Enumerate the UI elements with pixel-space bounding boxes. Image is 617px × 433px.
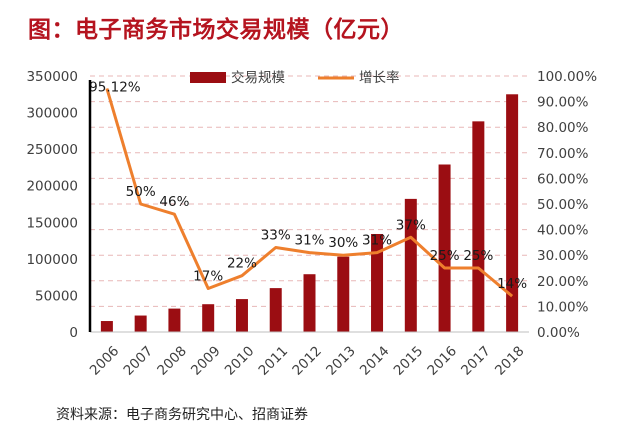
y-right-tick-label: 50.00% xyxy=(537,197,589,213)
x-tick-label: 2007 xyxy=(121,343,157,379)
bar-2008 xyxy=(168,308,181,332)
x-tick-label: 2011 xyxy=(256,343,292,379)
legend-swatch-bar xyxy=(190,72,226,83)
data-label-2009: 17% xyxy=(193,268,223,284)
bar-series xyxy=(100,94,519,333)
y-right-tick-label: 20.00% xyxy=(537,274,589,290)
x-tick-label: 2016 xyxy=(424,343,460,379)
x-tick-label: 2010 xyxy=(222,343,258,379)
bar-2007 xyxy=(134,315,147,332)
data-label-2007: 50% xyxy=(126,184,156,200)
legend-label-bar: 交易规模 xyxy=(231,69,285,86)
x-tick-label: 2017 xyxy=(458,343,494,379)
data-label-2012: 31% xyxy=(294,233,324,249)
data-label-2010: 22% xyxy=(227,256,257,272)
legend-label-line: 增长率 xyxy=(359,69,400,86)
y-left-tick-label: 0 xyxy=(69,325,78,341)
x-tick-label: 2009 xyxy=(188,343,224,379)
bar-2009 xyxy=(202,304,215,332)
data-label-2016: 25% xyxy=(430,248,460,264)
x-tick-label: 2013 xyxy=(323,343,359,379)
y-left-tick-label: 100000 xyxy=(26,252,78,268)
y-right-tick-label: 90.00% xyxy=(537,95,589,111)
data-label-2018: 14% xyxy=(497,276,527,292)
data-label-2006: 95.12% xyxy=(89,79,141,95)
data-label-2014: 31% xyxy=(362,233,392,249)
page-title: 图：电子商务市场交易规模（亿元） xyxy=(28,17,404,43)
line-series: 95.12%50%46%17%22%33% 31% 30% 31%37%25% 25%1… xyxy=(89,79,527,298)
y-right-tick-label: 100.00% xyxy=(537,69,597,85)
y-right-tick-label: 10.00% xyxy=(537,299,589,315)
data-label-2015: 37% xyxy=(396,217,426,233)
y-right-tick-label: 70.00% xyxy=(537,146,589,162)
y-left-tick-label: 50000 xyxy=(35,288,78,304)
data-label-2011: 33% xyxy=(261,228,291,244)
bar-2017 xyxy=(472,121,485,332)
bar-2006 xyxy=(100,321,113,332)
y-left-tick-label: 300000 xyxy=(26,106,78,122)
source-note: 资料来源：电子商务研究中心、招商证券 xyxy=(56,407,308,423)
x-tick-label: 2008 xyxy=(154,343,190,379)
bar-2010 xyxy=(235,299,248,332)
grid-lines xyxy=(90,75,529,307)
growth-line xyxy=(105,88,514,298)
data-label-2017: 25% xyxy=(463,248,493,264)
legend: 交易规模 增长率 xyxy=(190,69,400,86)
y-left-tick-label: 200000 xyxy=(26,179,78,195)
x-tick-label: 2014 xyxy=(357,343,393,379)
x-tick-label: 2015 xyxy=(391,343,427,379)
bar-2014 xyxy=(371,233,384,332)
bar-2013 xyxy=(337,256,350,332)
bar-2012 xyxy=(303,274,316,332)
bar-2016 xyxy=(438,164,451,332)
x-tick-label: 2018 xyxy=(492,343,528,379)
data-label-2013: 30% xyxy=(328,235,358,251)
y-right-tick-label: 30.00% xyxy=(537,248,589,264)
y-right-tick-label: 0.00% xyxy=(537,325,580,341)
data-label-2008: 46% xyxy=(159,194,189,210)
bar-2015 xyxy=(404,198,417,332)
y-right-tick-label: 60.00% xyxy=(537,171,589,187)
bar-2011 xyxy=(269,288,282,332)
x-tick-label: 2012 xyxy=(289,343,325,379)
bar-2018 xyxy=(506,94,519,333)
y-left-tick-label: 350000 xyxy=(26,69,78,85)
y-left-tick-label: 250000 xyxy=(26,142,78,158)
y-right-tick-label: 40.00% xyxy=(537,223,589,239)
y-left-tick-label: 150000 xyxy=(26,215,78,231)
x-tick-label: 2006 xyxy=(87,343,123,379)
y-right-tick-label: 80.00% xyxy=(537,120,589,136)
